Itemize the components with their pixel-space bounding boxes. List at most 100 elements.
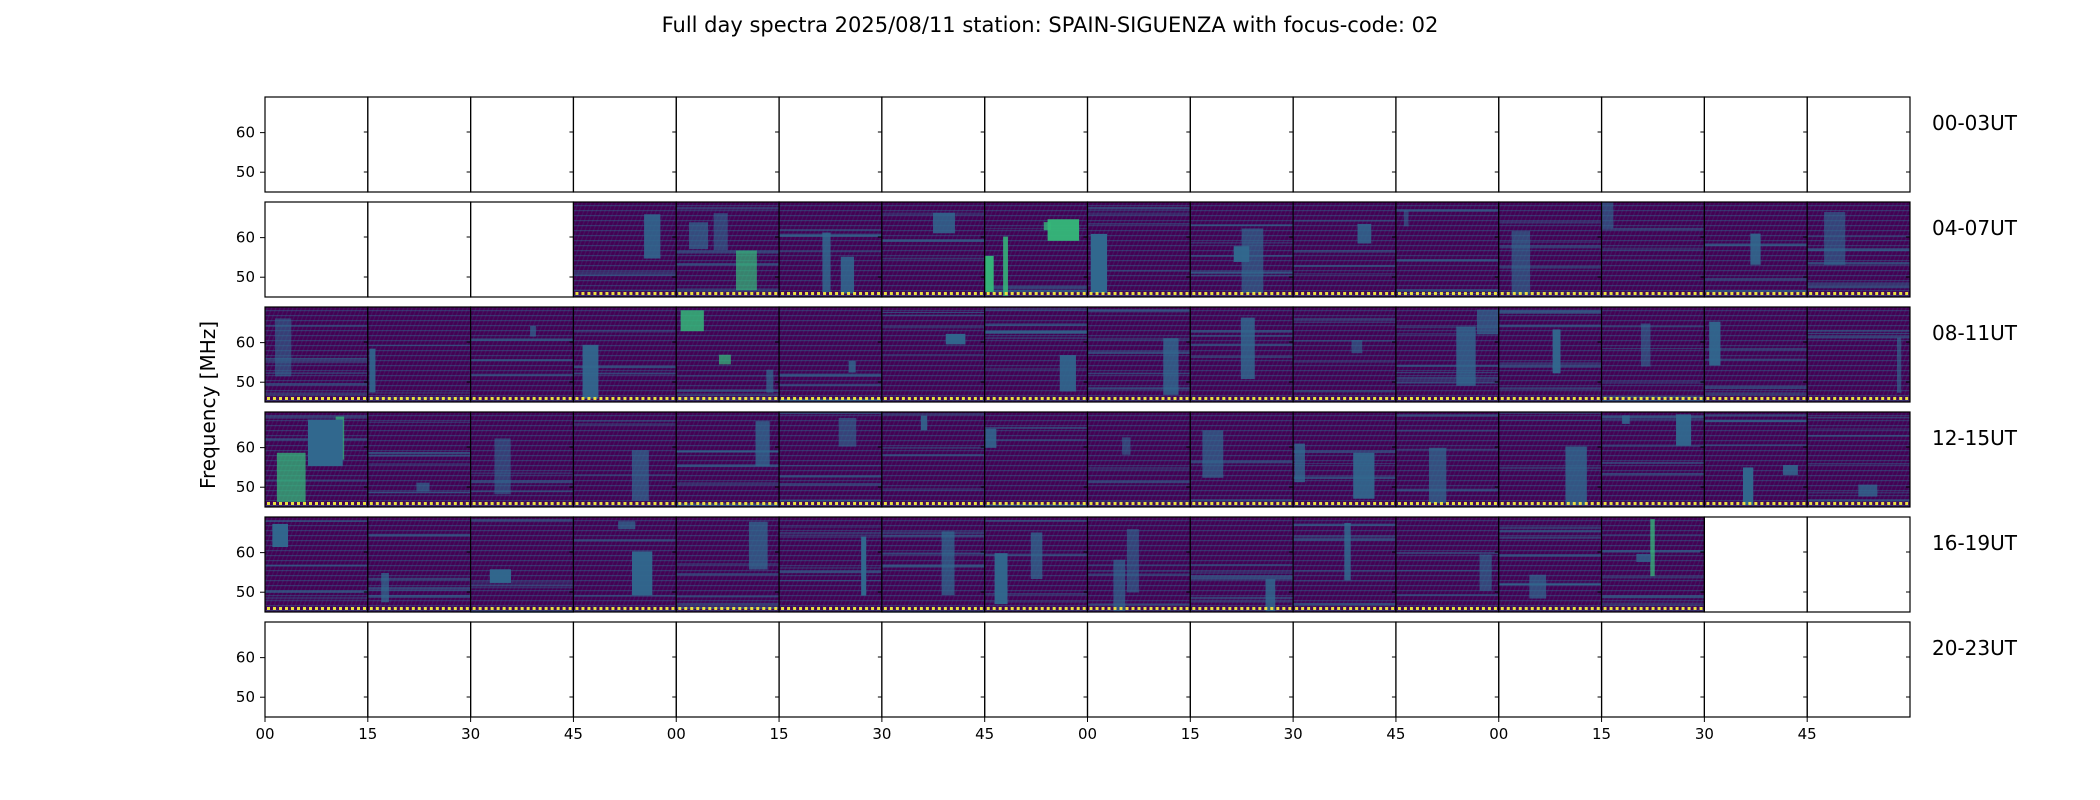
bottom-marker-dot <box>514 502 518 505</box>
bottom-marker-dot <box>611 502 615 505</box>
bottom-marker-dot <box>321 607 324 610</box>
frequency-band <box>470 373 574 377</box>
segment-frame <box>1703 621 1808 718</box>
frequency-band <box>676 289 780 293</box>
bottom-marker-dot <box>1615 502 1619 505</box>
bottom-marker-dot <box>1633 502 1637 505</box>
bottom-marker-dot <box>405 502 409 505</box>
bottom-marker-dot <box>1331 607 1335 610</box>
bottom-marker-dot <box>1252 292 1256 295</box>
bottom-marker-dot <box>1554 397 1558 400</box>
bottom-marker-dot <box>538 397 542 400</box>
bottom-marker-dot <box>472 397 476 400</box>
bottom-marker-dot <box>1881 502 1885 505</box>
bottom-marker-dot <box>671 292 675 295</box>
bottom-marker-dot <box>931 502 935 505</box>
bottom-marker-dot <box>871 397 875 400</box>
signal-blob <box>618 521 636 530</box>
bottom-marker-dot <box>635 397 639 400</box>
bottom-marker-dot <box>949 292 953 295</box>
bottom-marker-dot <box>1427 292 1431 295</box>
frequency-band <box>984 601 1088 603</box>
bottom-marker-dot <box>291 502 294 505</box>
bottom-marker-dot <box>871 292 875 295</box>
segment-frame <box>778 96 883 193</box>
bottom-marker-dot <box>1295 607 1299 610</box>
frequency-band <box>1395 209 1499 212</box>
frequency-band <box>1601 259 1705 261</box>
segment-texture <box>1704 412 1808 507</box>
bottom-marker-dot <box>1851 292 1855 295</box>
bottom-marker-dot <box>1881 292 1885 295</box>
bottom-marker-dot <box>1276 397 1280 400</box>
row-time-label: 08-11UT <box>1932 321 2018 345</box>
bottom-marker-dot <box>423 397 427 400</box>
segment-frame <box>1498 621 1603 718</box>
bottom-marker-dot <box>1663 292 1667 295</box>
bottom-marker-dot <box>1718 502 1722 505</box>
bottom-marker-dot <box>1439 502 1443 505</box>
bottom-marker-dot <box>345 502 348 505</box>
bottom-marker-dot <box>315 607 318 610</box>
frequency-band <box>1498 362 1602 366</box>
spectrogram-segment <box>1703 516 1808 613</box>
signal-blob <box>1047 219 1080 241</box>
frequency-band <box>1395 381 1499 384</box>
bottom-marker-dot <box>1615 292 1619 295</box>
bottom-marker-dot <box>943 607 947 610</box>
bottom-marker-dot <box>1578 397 1582 400</box>
bottom-marker-dot <box>1185 502 1189 505</box>
bottom-marker-dot <box>1095 502 1099 505</box>
bottom-marker-dot <box>1155 502 1159 505</box>
frequency-band <box>676 288 780 291</box>
bottom-marker-dot <box>1651 292 1655 295</box>
bottom-marker-dot <box>1875 502 1879 505</box>
bottom-marker-dot <box>1433 607 1437 610</box>
spectrogram-segment <box>1806 96 1911 193</box>
bottom-marker-dot <box>738 292 742 295</box>
bottom-marker-dot <box>1518 292 1522 295</box>
frequency-band <box>1087 206 1191 210</box>
frequency-band <box>470 491 574 493</box>
frequency-band <box>676 263 780 266</box>
bottom-marker-dot <box>671 607 675 610</box>
bottom-marker-dot <box>1288 607 1292 610</box>
frequency-band <box>881 535 985 538</box>
bottom-marker-dot <box>538 502 542 505</box>
frequency-band <box>367 587 471 589</box>
frequency-band <box>573 594 677 597</box>
bottom-marker-dot <box>1397 607 1401 610</box>
bottom-marker-dot <box>1391 502 1395 505</box>
frequency-band <box>984 593 1088 595</box>
signal-blob <box>494 438 511 495</box>
segment-texture <box>984 412 1088 507</box>
bottom-marker-dot <box>285 502 288 505</box>
bottom-marker-dot <box>1167 607 1171 610</box>
bottom-marker-dot <box>937 397 941 400</box>
bottom-marker-dot <box>1337 292 1341 295</box>
signal-blob <box>1742 467 1754 505</box>
bottom-marker-dot <box>781 397 785 400</box>
bottom-marker-dot <box>1113 397 1117 400</box>
spectrogram-segment <box>1600 96 1705 193</box>
bottom-marker-dot <box>1827 292 1831 295</box>
bottom-marker-dot <box>1258 397 1262 400</box>
bottom-marker-dot <box>1016 502 1020 505</box>
frequency-band <box>881 552 985 555</box>
bottom-marker-dot <box>1639 292 1643 295</box>
spectrogram-segment <box>1806 411 1911 508</box>
bottom-marker-dot <box>1101 607 1105 610</box>
spectrogram-segment <box>367 201 472 298</box>
bottom-marker-dot <box>1536 397 1540 400</box>
spectrogram-segment <box>264 621 369 718</box>
bottom-marker-dot <box>1113 502 1117 505</box>
bottom-marker-dot <box>998 292 1002 295</box>
bottom-marker-dot <box>1542 607 1546 610</box>
bottom-marker-dot <box>1222 292 1226 295</box>
frequency-band <box>1395 488 1499 492</box>
bottom-marker-dot <box>684 607 688 610</box>
bottom-marker-dot <box>1204 292 1208 295</box>
bottom-marker-dot <box>1706 292 1710 295</box>
